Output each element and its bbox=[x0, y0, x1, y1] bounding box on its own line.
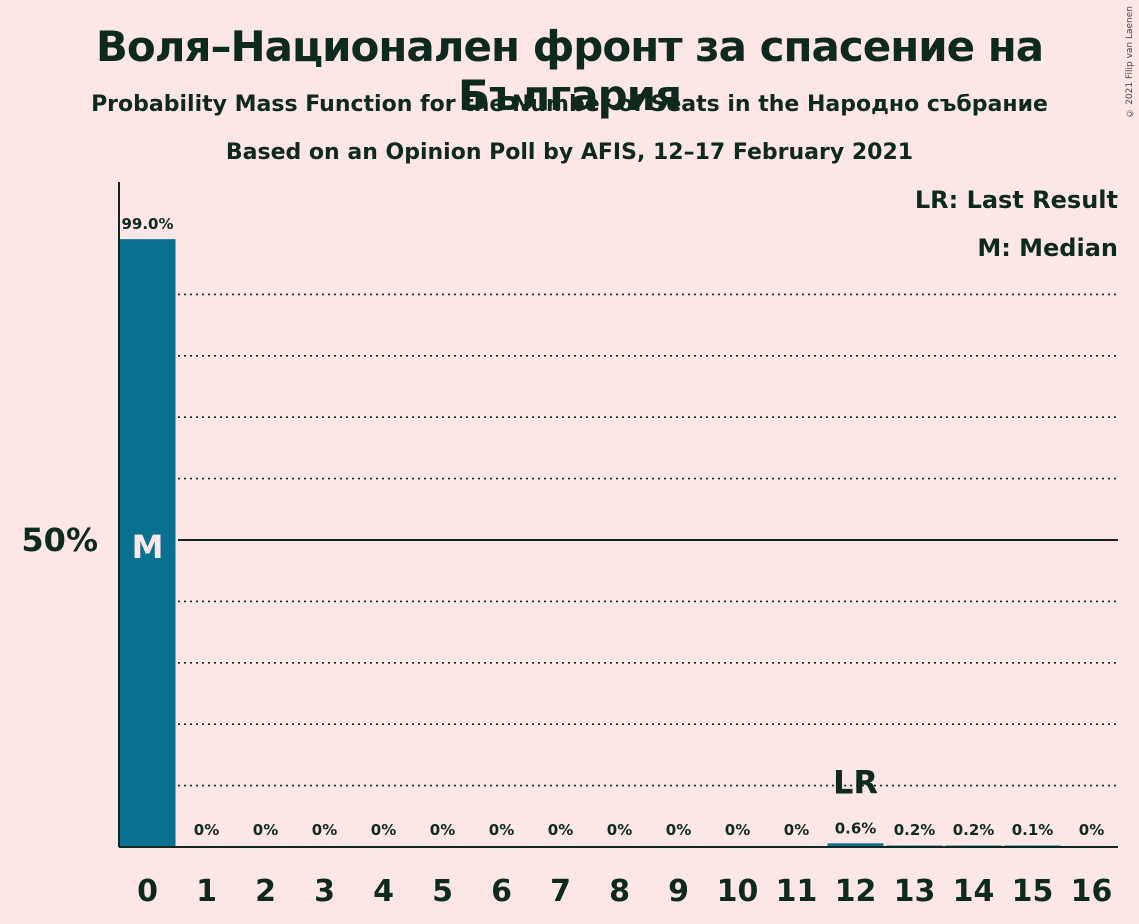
xtick-label: 1 bbox=[196, 874, 217, 909]
xtick-label: 5 bbox=[432, 874, 453, 909]
xtick-label: 11 bbox=[776, 874, 818, 909]
bar bbox=[119, 239, 176, 847]
data-label: 0.1% bbox=[1012, 821, 1054, 839]
chart-title: Воля–Национален фронт за спасение на Бъл… bbox=[95, 22, 1044, 120]
legend-median: M: Median bbox=[977, 234, 1118, 262]
data-label: 99.0% bbox=[121, 215, 173, 233]
xtick-label: 3 bbox=[314, 874, 335, 909]
xtick-label: 9 bbox=[668, 874, 689, 909]
data-label: 0% bbox=[253, 821, 278, 839]
xtick-label: 8 bbox=[609, 874, 630, 909]
xtick-label: 12 bbox=[835, 874, 877, 909]
xtick-label: 10 bbox=[717, 874, 759, 909]
legend-last-result: LR: Last Result bbox=[914, 186, 1118, 214]
data-label: 0% bbox=[725, 821, 750, 839]
xtick-label: 16 bbox=[1071, 874, 1113, 909]
median-marker: M bbox=[132, 528, 164, 566]
data-label: 0% bbox=[430, 821, 455, 839]
data-label: 0% bbox=[666, 821, 691, 839]
xtick-label: 14 bbox=[953, 874, 995, 909]
data-label: 0% bbox=[371, 821, 396, 839]
data-label: 0% bbox=[1079, 821, 1104, 839]
chart-subtitle-poll: Based on an Opinion Poll by AFIS, 12–17 … bbox=[225, 140, 914, 165]
xtick-label: 15 bbox=[1012, 874, 1054, 909]
data-label: 0% bbox=[784, 821, 809, 839]
data-label: 0% bbox=[489, 821, 514, 839]
xtick-label: 7 bbox=[550, 874, 571, 909]
last-result-marker: LR bbox=[833, 763, 878, 801]
xtick-label: 6 bbox=[491, 874, 512, 909]
xtick-label: 0 bbox=[137, 874, 158, 909]
data-label: 0% bbox=[607, 821, 632, 839]
data-label: 0.6% bbox=[835, 819, 877, 837]
xtick-label: 13 bbox=[894, 874, 936, 909]
data-label: 0% bbox=[194, 821, 219, 839]
bar bbox=[827, 843, 884, 847]
data-label: 0.2% bbox=[894, 821, 936, 839]
chart-subtitle: Probability Mass Function for the Number… bbox=[91, 92, 1048, 117]
data-label: 0% bbox=[548, 821, 573, 839]
xtick-label: 2 bbox=[255, 874, 276, 909]
xtick-label: 4 bbox=[373, 874, 394, 909]
ytick-label: 50% bbox=[21, 521, 98, 559]
data-label: 0% bbox=[312, 821, 337, 839]
data-label: 0.2% bbox=[953, 821, 995, 839]
